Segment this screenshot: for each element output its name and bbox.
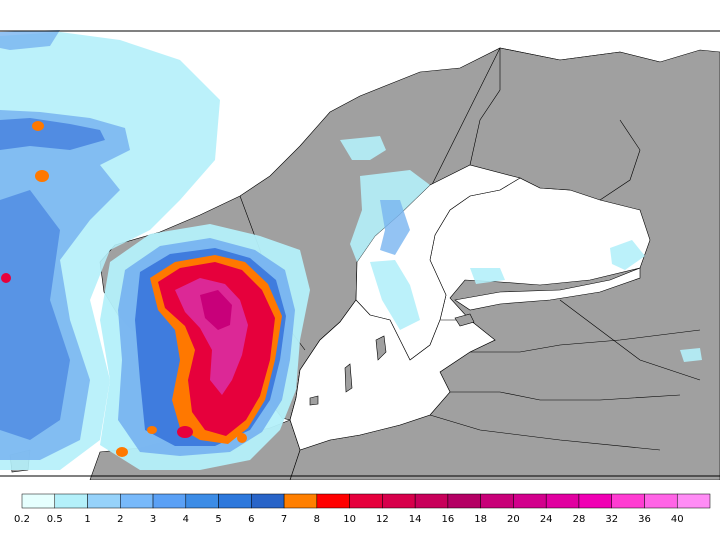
legend-tick-label: 10 (343, 514, 356, 525)
legend-tick-label: 8 (314, 514, 320, 525)
legend-tick-label: 36 (638, 514, 651, 525)
legend-swatch (644, 493, 678, 509)
legend-swatch (218, 493, 252, 509)
precip-finland (610, 240, 645, 270)
precip-west-band (0, 190, 70, 440)
legend-swatch (349, 493, 383, 509)
legend-tick-label: 3 (150, 514, 156, 525)
precip-baltic-north (370, 260, 420, 330)
precip-cell-7 (237, 433, 247, 443)
precipitation-layer (0, 30, 702, 470)
legend-tick-label: 1 (84, 514, 90, 525)
legend-tick-label: 2 (117, 514, 123, 525)
legend-swatch (87, 493, 121, 509)
legend-swatch (578, 493, 612, 509)
precip-sweden-central (380, 200, 410, 255)
land-gotland (375, 335, 387, 361)
precip-cell-5 (116, 447, 128, 457)
legend-tick-label: 16 (442, 514, 455, 525)
precip-cell-6 (177, 426, 193, 438)
land-bornholm (309, 395, 319, 406)
legend-tick-label: 5 (215, 514, 221, 525)
legend-swatch (414, 493, 449, 509)
precipitation-legend: 0.2 0.5 1 2 3 4 5 6 7 8 10 12 14 16 18 20 24 28 32 36 40 (14, 493, 711, 525)
legend-swatch (513, 493, 547, 509)
legend-swatch (152, 493, 187, 509)
legend-swatch (251, 493, 285, 509)
legend-tick-label: 4 (183, 514, 189, 525)
precipitation-map (0, 30, 720, 480)
legend-tick-label: 14 (409, 514, 422, 525)
precip-cell-1 (32, 121, 44, 131)
legend-swatch (316, 493, 350, 509)
precip-storm-peak (200, 290, 232, 330)
legend-swatch (21, 493, 56, 509)
legend-swatches (21, 493, 711, 509)
legend-tick-label: 0.2 (14, 514, 30, 525)
precip-cell-4 (147, 426, 157, 434)
legend-swatch (480, 493, 514, 509)
legend-swatch (185, 493, 219, 509)
legend-labels: 0.2 0.5 1 2 3 4 5 6 7 8 10 12 14 16 18 20 24 28 32 36 40 (14, 514, 684, 525)
legend-tick-label: 18 (474, 514, 487, 525)
legend-tick-label: 24 (540, 514, 553, 525)
legend-tick-label: 32 (605, 514, 618, 525)
legend-swatch (545, 493, 580, 509)
precip-cell-2 (35, 170, 49, 182)
legend-swatch (447, 493, 481, 509)
land-oland (344, 363, 353, 393)
precip-estonia (470, 268, 505, 284)
legend-tick-label: 40 (671, 514, 684, 525)
legend-swatch (382, 493, 416, 509)
legend-tick-label: 12 (376, 514, 389, 525)
legend-swatch (283, 493, 318, 509)
legend-swatch (54, 493, 88, 509)
land-saaremaa (454, 313, 475, 327)
legend-tick-label: 6 (248, 514, 254, 525)
legend-tick-label: 7 (281, 514, 287, 525)
precip-cell-3 (1, 273, 11, 283)
sea-gulf-of-finland (454, 267, 641, 311)
legend-tick-label: 20 (507, 514, 520, 525)
precip-atlantic-band (0, 118, 105, 150)
legend-swatch (676, 493, 711, 509)
precip-east (680, 348, 702, 362)
legend-tick-label: 28 (573, 514, 586, 525)
legend-swatch (120, 493, 154, 509)
precip-top-left (0, 30, 60, 50)
precip-sweden-north (340, 136, 386, 160)
legend-swatch (611, 493, 645, 509)
legend-tick-label: 0.5 (47, 514, 63, 525)
